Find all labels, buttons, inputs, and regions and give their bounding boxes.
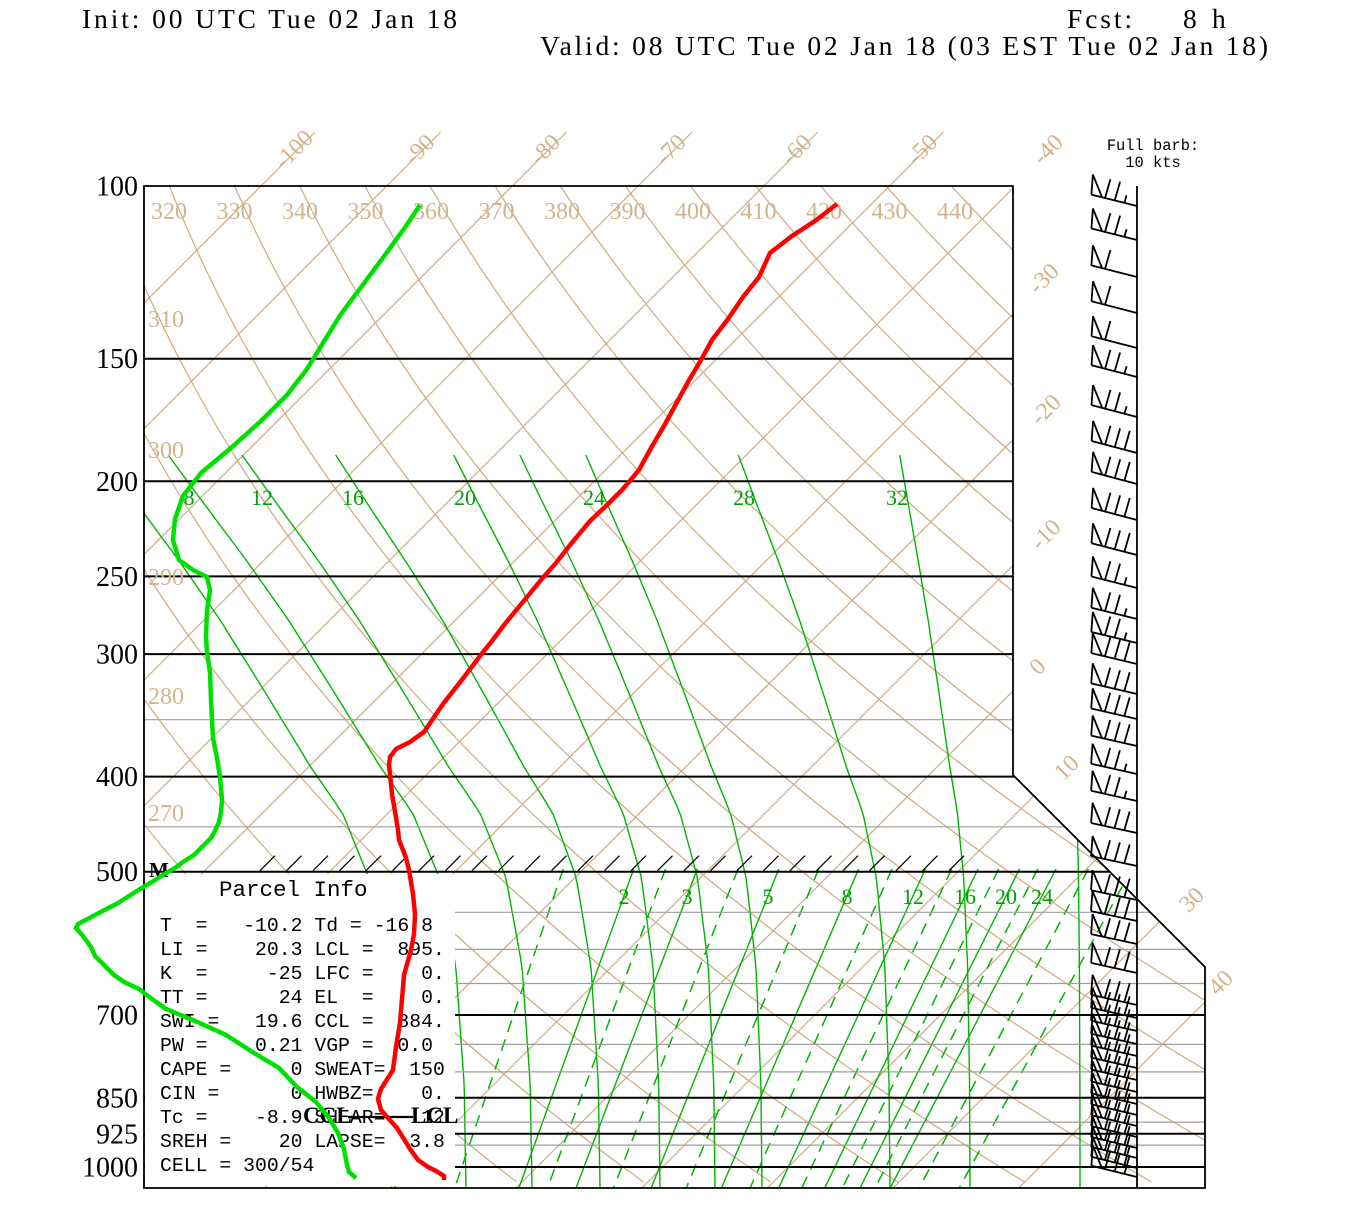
svg-text:430: 430 <box>872 199 908 225</box>
svg-text:290: 290 <box>148 565 184 591</box>
svg-text:Valid: 08 UTC Tue 02 Jan 18 (0: Valid: 08 UTC Tue 02 Jan 18 (03 EST Tue … <box>540 30 1271 61</box>
svg-text:SREH = 20 LAPSE= 3.8: SREH = 20 LAPSE= 3.8 <box>160 1131 445 1153</box>
svg-text:410: 410 <box>741 199 777 225</box>
svg-text:CAPE = 0 SWEAT= 150: CAPE = 0 SWEAT= 150 <box>160 1059 445 1081</box>
svg-text:400: 400 <box>96 762 138 793</box>
svg-text:330: 330 <box>217 199 253 225</box>
svg-text:8: 8 <box>184 485 195 510</box>
svg-text:300: 300 <box>148 438 184 464</box>
svg-text:CELL = 300/54: CELL = 300/54 <box>160 1155 314 1177</box>
svg-text:8: 8 <box>1183 3 1197 34</box>
svg-text:28: 28 <box>733 485 755 510</box>
svg-text:3: 3 <box>682 884 693 909</box>
svg-text:340: 340 <box>282 199 318 225</box>
svg-text:300: 300 <box>96 640 138 671</box>
svg-text:500: 500 <box>96 857 138 888</box>
svg-text:Init: 00 UTC Tue 02 Jan 18: Init: 00 UTC Tue 02 Jan 18 <box>82 3 460 34</box>
svg-text:380: 380 <box>544 199 580 225</box>
svg-text:24: 24 <box>583 485 605 510</box>
svg-text:Fcst:: Fcst: <box>1067 3 1135 34</box>
svg-text:850: 850 <box>96 1083 138 1114</box>
svg-text:310: 310 <box>148 307 184 333</box>
svg-text:270: 270 <box>148 801 184 827</box>
svg-text:2: 2 <box>619 884 630 909</box>
svg-text:12: 12 <box>251 485 273 510</box>
svg-text:20: 20 <box>995 884 1017 909</box>
svg-text:5: 5 <box>763 884 774 909</box>
svg-text:Full barb:: Full barb: <box>1107 137 1199 155</box>
svg-text:350: 350 <box>348 199 384 225</box>
svg-text:PW = 0.21 VGP = 0.0: PW = 0.21 VGP = 0.0 <box>160 1035 433 1057</box>
svg-text:Tc = -8.9 SHEAR= 12: Tc = -8.9 SHEAR= 12 <box>160 1107 445 1129</box>
svg-text:370: 370 <box>479 199 515 225</box>
svg-text:Parcel Info: Parcel Info <box>219 877 368 903</box>
svg-text:T = -10.2 Td = -16.8: T = -10.2 Td = -16.8 <box>160 915 433 937</box>
svg-text:TT = 24 EL = 0.: TT = 24 EL = 0. <box>160 987 445 1009</box>
svg-text:700: 700 <box>96 1001 138 1032</box>
svg-text:1000: 1000 <box>82 1153 138 1184</box>
svg-text:320: 320 <box>151 199 187 225</box>
svg-text:8: 8 <box>842 884 853 909</box>
svg-text:LI = 20.3 LCL = 895.: LI = 20.3 LCL = 895. <box>160 939 445 961</box>
svg-text:K = -25 LFC = 0.: K = -25 LFC = 0. <box>160 963 445 985</box>
svg-text:h: h <box>1212 3 1226 34</box>
svg-text:16: 16 <box>342 485 364 510</box>
svg-text:200: 200 <box>96 467 138 498</box>
svg-text:LCL: LCL <box>411 1103 458 1128</box>
svg-text:280: 280 <box>148 684 184 710</box>
svg-text:SWI = 19.6 CCL = 884.: SWI = 19.6 CCL = 884. <box>160 1011 445 1033</box>
svg-text:440: 440 <box>937 199 973 225</box>
svg-text:250: 250 <box>96 562 138 593</box>
svg-text:360: 360 <box>413 199 449 225</box>
svg-text:10 kts: 10 kts <box>1125 154 1180 172</box>
svg-text:12: 12 <box>902 884 924 909</box>
svg-text:925: 925 <box>96 1119 138 1150</box>
svg-text:400: 400 <box>675 199 711 225</box>
svg-text:150: 150 <box>96 344 138 375</box>
svg-text:100: 100 <box>96 172 138 203</box>
svg-text:24: 24 <box>1031 884 1053 909</box>
svg-text:32: 32 <box>886 485 908 510</box>
svg-text:20: 20 <box>454 485 476 510</box>
svg-text:16: 16 <box>954 884 976 909</box>
svg-text:390: 390 <box>610 199 646 225</box>
